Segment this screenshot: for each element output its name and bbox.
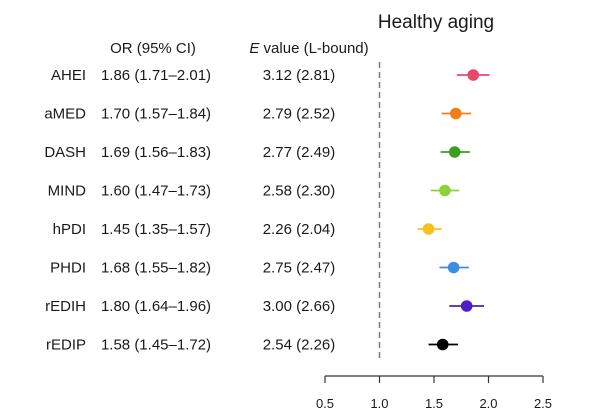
row-label: DASH [44, 144, 86, 161]
forest-row-redih: rEDIH 1.80 (1.64–1.96) 3.00 (2.66) [45, 298, 485, 315]
or-ci-value: 1.68 (1.55–1.82) [101, 260, 211, 277]
row-label: hPDI [53, 221, 86, 238]
e-value: 2.26 (2.04) [263, 221, 336, 238]
or-ci-value: 1.58 (1.45–1.72) [101, 337, 211, 354]
forest-row-dash: DASH 1.69 (1.56–1.83) 2.77 (2.49) [44, 144, 470, 161]
chart-title: Healthy aging [378, 12, 494, 33]
or-point [436, 338, 449, 351]
row-label: rEDIH [45, 298, 86, 315]
e-value: 3.00 (2.66) [263, 298, 336, 315]
row-label: AHEI [51, 67, 86, 84]
e-value: 2.58 (2.30) [263, 183, 336, 200]
row-label: rEDIP [46, 337, 86, 354]
or-ci-value: 1.60 (1.47–1.73) [101, 183, 211, 200]
or-point [439, 184, 451, 197]
x-axis: 0.5 1.0 1.5 2.0 2.5 [316, 375, 552, 411]
forest-row-mind: MIND 1.60 (1.47–1.73) 2.58 (2.30) [48, 183, 460, 200]
forest-row-ahei: AHEI 1.86 (1.71–2.01) 3.12 (2.81) [51, 67, 490, 84]
x-tick-label: 1.0 [370, 396, 388, 411]
row-label: PHDI [50, 260, 86, 277]
forest-row-phdi: PHDI 1.68 (1.55–1.82) 2.75 (2.47) [50, 260, 469, 277]
rows-layer: AHEI 1.86 (1.71–2.01) 3.12 (2.81) aMED 1.70 … [44, 67, 490, 354]
e-value: 2.77 (2.49) [263, 144, 336, 161]
x-tick-label: 2.5 [534, 396, 552, 411]
or-ci-value: 1.86 (1.71–2.01) [101, 67, 211, 84]
e-value: 3.12 (2.81) [263, 67, 336, 84]
e-value-column-header: E value (L-bound) [249, 40, 368, 57]
e-value: 2.79 (2.52) [263, 106, 336, 123]
e-value: 2.54 (2.26) [263, 337, 336, 354]
or-point [447, 261, 460, 274]
row-label: aMED [44, 106, 86, 123]
or-ci-value: 1.80 (1.64–1.96) [101, 298, 211, 315]
or-ci-value: 1.45 (1.35–1.57) [101, 221, 211, 238]
or-point [448, 146, 461, 158]
e-value-header-rest: value (L-bound) [259, 40, 368, 57]
or-point [422, 223, 435, 235]
forest-row-redip: rEDIP 1.58 (1.45–1.72) 2.54 (2.26) [46, 337, 458, 354]
or-ci-value: 1.69 (1.56–1.83) [101, 144, 211, 161]
or-ci-value: 1.70 (1.57–1.84) [101, 106, 211, 123]
x-tick-label: 0.5 [316, 396, 334, 411]
forest-row-amed: aMED 1.70 (1.57–1.84) 2.79 (2.52) [44, 106, 472, 123]
forest-row-hpdi: hPDI 1.45 (1.35–1.57) 2.26 (2.04) [53, 221, 442, 238]
or-point [460, 300, 473, 312]
or-point [467, 69, 480, 81]
row-label: MIND [48, 183, 86, 200]
or-column-header: OR (95% CI) [110, 40, 196, 57]
x-tick-label: 1.5 [425, 396, 443, 411]
e-value: 2.75 (2.47) [263, 260, 336, 277]
x-tick-label: 2.0 [479, 396, 497, 411]
e-value-header-italic: E [249, 40, 260, 57]
or-point [450, 107, 462, 120]
